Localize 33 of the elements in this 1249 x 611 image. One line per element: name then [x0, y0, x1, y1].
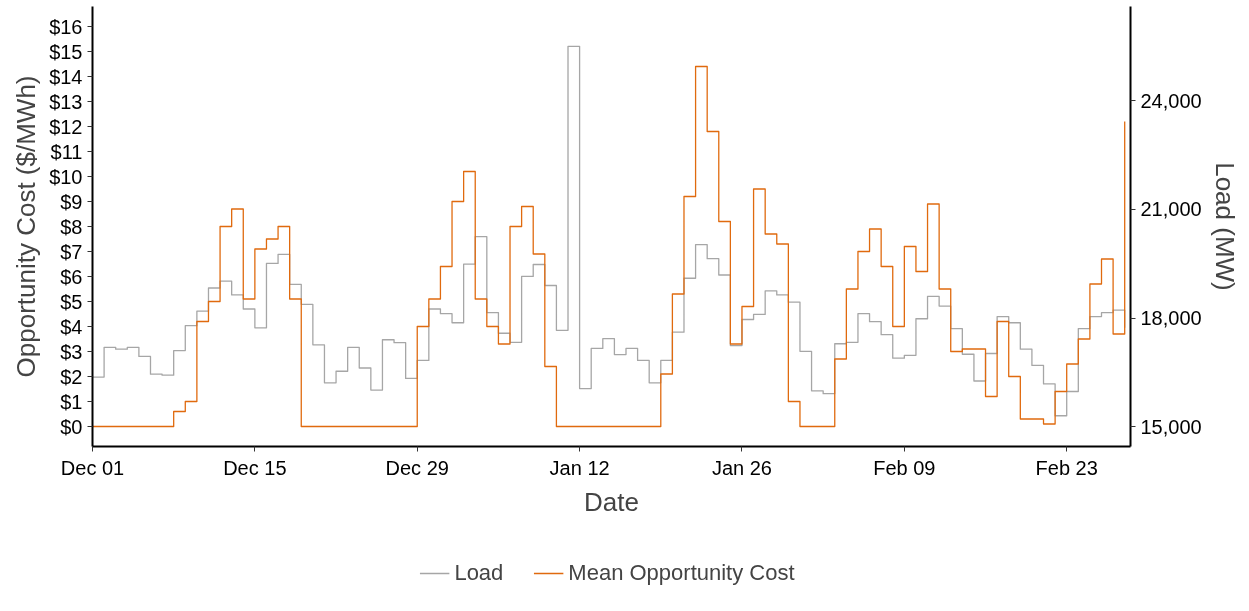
y-tick-label: $12: [49, 115, 83, 138]
y2-axis-title: Load (MW): [1209, 162, 1240, 291]
y-tick-label: $2: [60, 365, 83, 388]
x-tick-label: Dec 29: [385, 456, 449, 479]
y-tick-label: $11: [50, 140, 83, 163]
x-tick-label: Feb 09: [873, 456, 936, 479]
y2-tick-label: 21,000: [1140, 198, 1202, 221]
x-axis-title: Date: [584, 486, 639, 517]
y-tick-label: $4: [60, 315, 83, 338]
y-tick-label: $1: [60, 390, 83, 413]
y-tick-label: $5: [60, 290, 83, 313]
y-tick-label: $14: [49, 65, 83, 88]
y-tick-label: $10: [49, 165, 83, 188]
x-tick-label: Feb 23: [1035, 456, 1098, 479]
x-tick-label: Dec 15: [223, 456, 287, 479]
y-axis-title: Opportunity Cost ($/MWh): [11, 75, 42, 378]
y-tick-label: $7: [60, 240, 83, 263]
y-tick-label: $8: [60, 215, 83, 238]
y-tick-label: $16: [49, 15, 83, 38]
y2-tick-label: 18,000: [1140, 307, 1202, 330]
legend-label: Mean Opportunity Cost: [568, 560, 795, 587]
x-tick-label: Jan 26: [711, 456, 773, 479]
y2-tick-label: 15,000: [1140, 415, 1202, 438]
x-tick-label: Jan 12: [549, 456, 610, 479]
legend-label: Load: [454, 560, 504, 587]
y-tick-label: $6: [60, 265, 83, 288]
y-tick-label: $3: [60, 340, 83, 363]
y-tick-label: $9: [60, 190, 83, 213]
y-tick-label: $13: [49, 90, 83, 113]
y-tick-label: $15: [49, 40, 83, 63]
x-tick-label: Dec 01: [60, 456, 125, 479]
y2-tick-label: 24,000: [1140, 89, 1202, 112]
y-tick-label: $0: [60, 415, 83, 438]
